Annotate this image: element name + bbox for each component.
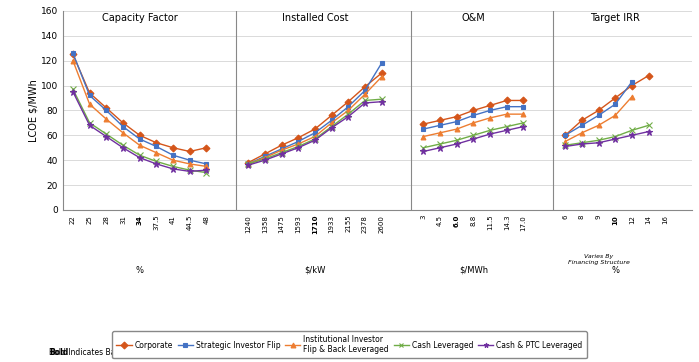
Text: O&M: O&M [461, 13, 485, 23]
Legend: Corporate, Strategic Investor Flip, Institutional Investor
Flip & Back Leveraged: Corporate, Strategic Investor Flip, Inst… [113, 331, 586, 358]
Text: Bold: Bold [49, 348, 69, 357]
Text: %: % [611, 266, 619, 275]
Text: %: % [136, 266, 144, 275]
Text: Installed Cost: Installed Cost [282, 13, 348, 23]
Y-axis label: LCOE $/MWh: LCOE $/MWh [28, 79, 38, 142]
Text: Varies By
Financing Structure: Varies By Financing Structure [568, 254, 630, 265]
Text: Capacity Factor: Capacity Factor [102, 13, 178, 23]
Text: $/MWh: $/MWh [459, 266, 488, 275]
Text: Target IRR: Target IRR [591, 13, 640, 23]
Text: $/kW: $/kW [304, 266, 326, 275]
Text: Bold Indicates Base-Case Value: Bold Indicates Base-Case Value [49, 348, 168, 357]
